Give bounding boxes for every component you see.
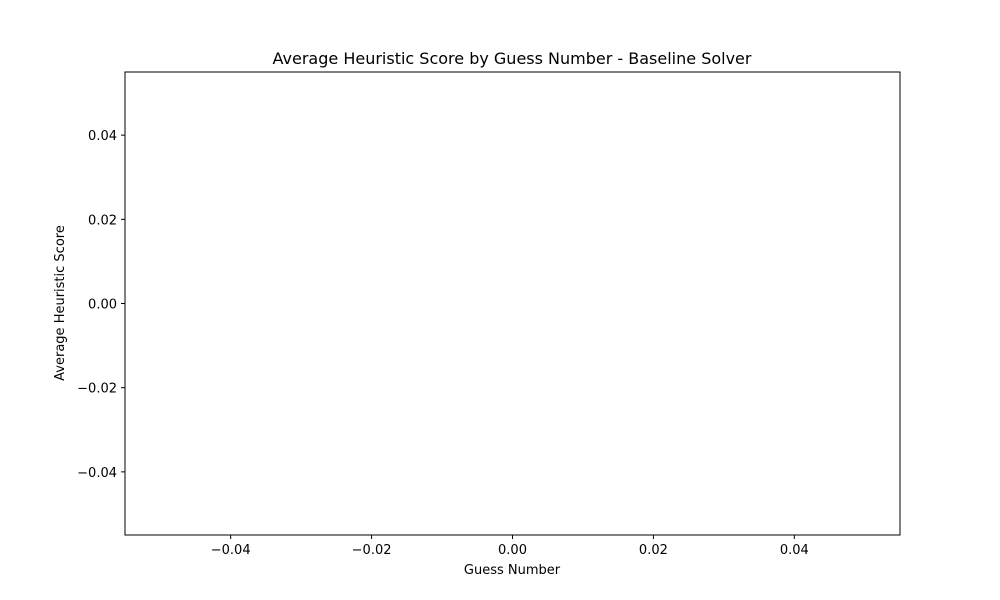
y-tick-label: −0.02 (77, 382, 117, 397)
y-tick-label: −0.04 (77, 466, 117, 481)
y-tick-label: 0.00 (88, 298, 117, 313)
x-axis-ticks: −0.04 −0.02 0.00 0.02 0.04 (211, 535, 809, 558)
x-tick-label: −0.02 (352, 543, 392, 558)
y-axis-ticks: 0.04 0.02 0.00 −0.02 −0.04 (77, 129, 125, 481)
x-axis-label: Guess Number (464, 563, 561, 578)
y-tick-label: 0.02 (88, 213, 117, 228)
x-tick-label: −0.04 (211, 543, 251, 558)
chart-title: Average Heuristic Score by Guess Number … (273, 49, 752, 68)
x-tick-label: 0.04 (780, 543, 809, 558)
plot-area (124, 71, 901, 536)
x-tick-label: 0.00 (498, 543, 527, 558)
y-tick-label: 0.04 (88, 129, 117, 144)
x-tick-label: 0.02 (639, 543, 668, 558)
y-axis-label: Average Heuristic Score (53, 225, 68, 381)
